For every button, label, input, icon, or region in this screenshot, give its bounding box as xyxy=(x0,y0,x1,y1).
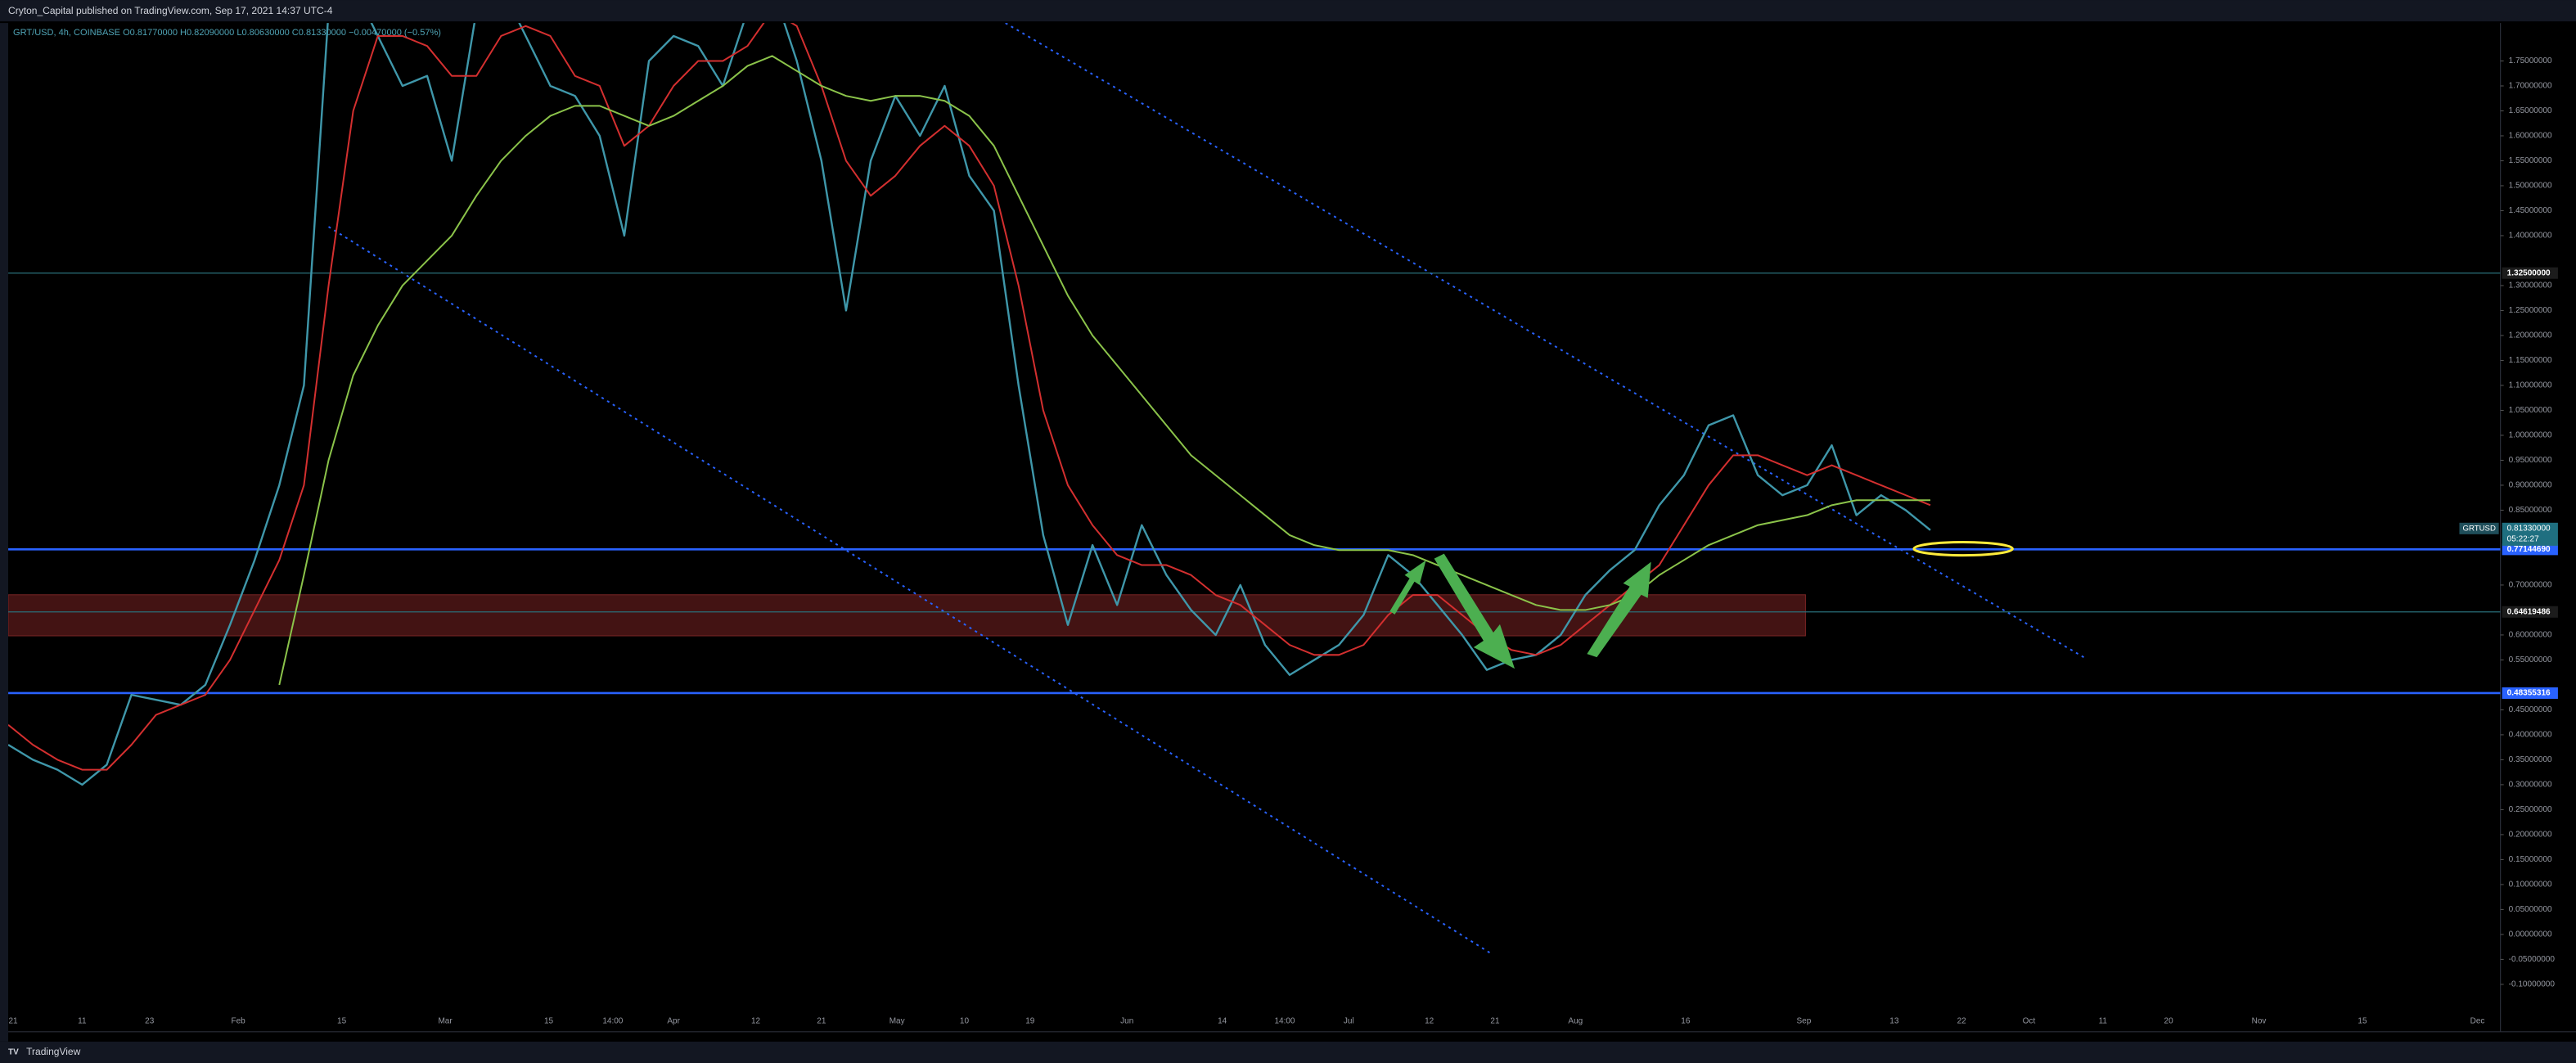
x-tick-label: 11 xyxy=(78,1016,87,1025)
x-tick-label: 15 xyxy=(544,1016,554,1025)
price-line xyxy=(278,55,1930,686)
level-label-box xyxy=(2502,606,2558,618)
x-tick-label: 21 xyxy=(817,1016,826,1025)
x-tick-label: 14:00 xyxy=(602,1016,623,1025)
zone xyxy=(8,594,1806,637)
level-label: 1.32500000 xyxy=(2507,268,2551,277)
left-edge xyxy=(0,23,9,1042)
x-tick-label: 19 xyxy=(1025,1016,1035,1025)
countdown: 05:22:27 xyxy=(2507,535,2539,544)
logo-mark: TV xyxy=(8,1048,19,1057)
y-tick-label: 1.25000000 xyxy=(2509,306,2552,315)
y-tick-label: 0.40000000 xyxy=(2509,731,2552,740)
x-tick-label: Sep xyxy=(1796,1016,1811,1025)
last-price-label: 0.81330000 xyxy=(2507,524,2551,533)
y-tick-label: 1.50000000 xyxy=(2509,182,2552,191)
y-tick-label: 0.30000000 xyxy=(2509,781,2552,790)
level-label-box xyxy=(2502,543,2558,556)
x-tick-label: 21 xyxy=(8,1016,18,1025)
x-tick-label: May xyxy=(889,1016,905,1025)
x-tick-label: 23 xyxy=(145,1016,155,1025)
y-tick-label: 1.40000000 xyxy=(2509,232,2552,241)
last-price-symbol: GRTUSD xyxy=(2462,524,2496,533)
last-price-symbol-box xyxy=(2459,522,2499,534)
x-tick-label: Feb xyxy=(231,1016,245,1025)
top-bar xyxy=(0,0,2576,22)
arrow xyxy=(1434,553,1515,669)
y-tick-label: 0.45000000 xyxy=(2509,705,2552,714)
y-tick-label: -0.05000000 xyxy=(2509,955,2556,964)
y-tick-label: 1.15000000 xyxy=(2509,356,2552,365)
x-tick-label: Jun xyxy=(1120,1016,1133,1025)
y-tick-label: 1.45000000 xyxy=(2509,206,2552,215)
y-tick-label: 0.15000000 xyxy=(2509,855,2552,864)
x-tick-label: Nov xyxy=(2252,1016,2267,1025)
y-tick-label: 1.55000000 xyxy=(2509,156,2552,165)
x-tick-label: Apr xyxy=(667,1016,680,1025)
x-tick-label: 11 xyxy=(2099,1016,2108,1025)
x-tick-label: 21 xyxy=(1490,1016,1500,1025)
footer: TradingView xyxy=(26,1046,81,1057)
trendline xyxy=(1005,23,2087,660)
arrow xyxy=(1389,560,1426,615)
y-tick-label: 1.05000000 xyxy=(2509,406,2552,415)
x-tick-label: 16 xyxy=(1681,1016,1691,1025)
y-tick-label: 0.10000000 xyxy=(2509,881,2552,890)
bottom-bar xyxy=(0,1041,2576,1063)
y-tick-label: 0.85000000 xyxy=(2509,506,2552,515)
x-tick-label: 20 xyxy=(2164,1016,2174,1025)
price-line xyxy=(8,23,1931,786)
y-tick-label: 1.20000000 xyxy=(2509,331,2552,340)
y-tick-label: 0.90000000 xyxy=(2509,481,2552,490)
y-tick-label: 1.65000000 xyxy=(2509,106,2552,115)
y-tick-label: 0.05000000 xyxy=(2509,905,2552,914)
y-tick-label: 1.30000000 xyxy=(2509,282,2552,291)
x-tick-label: 15 xyxy=(2358,1016,2367,1025)
publisher: Cryton_Capital published on TradingView.… xyxy=(8,5,333,16)
arrow xyxy=(1587,561,1651,658)
y-tick-label: 0.00000000 xyxy=(2509,930,2552,939)
x-tick-label: 12 xyxy=(1425,1016,1434,1025)
y-tick-label: 1.10000000 xyxy=(2509,381,2552,390)
symbol-line: GRT/USD, 4h, COINBASE O0.81770000 H0.820… xyxy=(13,28,441,38)
plot xyxy=(8,23,2501,954)
level-label-box xyxy=(2502,687,2558,699)
y-tick-label: 0.95000000 xyxy=(2509,456,2552,465)
y-tick-label: 0.20000000 xyxy=(2509,831,2552,840)
x-tick-label: 13 xyxy=(1889,1016,1899,1025)
x-tick-label: Jul xyxy=(1344,1016,1354,1025)
y-tick-label: 0.35000000 xyxy=(2509,755,2552,764)
x-tick-label: Aug xyxy=(1568,1016,1583,1025)
level-label: 0.77144690 xyxy=(2507,545,2551,554)
last-price-box xyxy=(2502,522,2558,546)
y-tick-label: 0.25000000 xyxy=(2509,805,2552,814)
x-tick-label: 14:00 xyxy=(1274,1016,1295,1025)
x-tick-label: 15 xyxy=(337,1016,347,1025)
highlight-ellipse xyxy=(1912,541,2014,557)
x-tick-label: Mar xyxy=(438,1016,453,1025)
x-tick-label: Dec xyxy=(2470,1016,2485,1025)
x-tick-label: 14 xyxy=(1218,1016,1227,1025)
x-tick-label: 12 xyxy=(751,1016,761,1025)
y-tick-label: 0.60000000 xyxy=(2509,631,2552,640)
level-label: 0.48355316 xyxy=(2507,689,2551,698)
level-label: 0.64619486 xyxy=(2507,607,2551,616)
y-tick-label: 1.60000000 xyxy=(2509,132,2552,141)
x-tick-label: 22 xyxy=(1957,1016,1967,1025)
x-tick-label: Oct xyxy=(2023,1016,2036,1025)
y-tick-label: 1.75000000 xyxy=(2509,56,2552,65)
level-label-box xyxy=(2502,267,2558,279)
x-tick-label: 10 xyxy=(960,1016,970,1025)
y-tick-label: 0.70000000 xyxy=(2509,581,2552,590)
y-tick-label: 1.70000000 xyxy=(2509,82,2552,91)
trendline xyxy=(327,226,1491,954)
y-tick-label: 1.00000000 xyxy=(2509,431,2552,440)
y-tick-label: -0.10000000 xyxy=(2509,980,2556,989)
y-tick-label: 0.55000000 xyxy=(2509,655,2552,664)
